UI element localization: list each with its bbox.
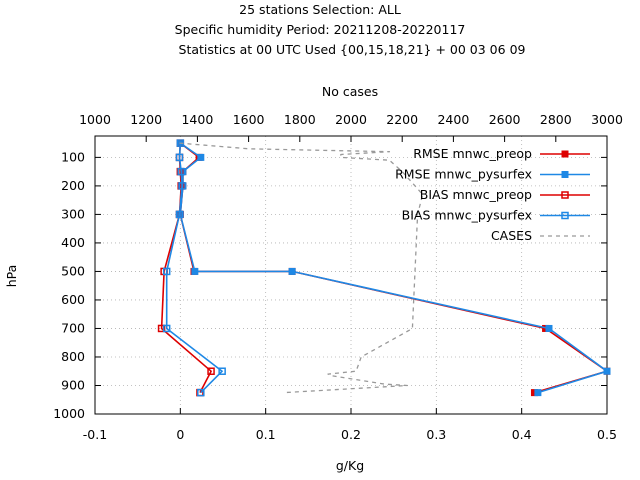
legend: RMSE mnwc_preop RMSE mnwc_pysurfex BIAS mn…	[395, 146, 590, 243]
data-point	[157, 324, 166, 333]
data-point	[175, 210, 184, 219]
y-tick-label: 200	[61, 178, 85, 193]
x2-tick-label: 2400	[437, 112, 469, 127]
axes: -0.1 0 0.1 0.2 0.3 0.4 0.5 1000 1200 1400 1600 1800…	[53, 112, 623, 442]
chart-title: 25 stations Selection: ALL Specific humi…	[175, 2, 526, 57]
x-tick-label: 0.5	[597, 427, 617, 442]
x2-tick-label: 2600	[489, 112, 521, 127]
data-point	[561, 191, 569, 199]
x-tick-label: 0.4	[512, 427, 532, 442]
x2-tick-label: 2800	[540, 112, 572, 127]
y-tick-label: 300	[61, 206, 85, 221]
x2-tick-label: 3000	[591, 112, 623, 127]
data-point	[603, 367, 611, 375]
series-cases	[179, 142, 424, 394]
x-tick-label: 0.3	[426, 427, 446, 442]
data-point	[561, 211, 569, 220]
data-point	[175, 153, 184, 162]
data-point	[162, 267, 171, 276]
y-tick-label: 1000	[53, 406, 85, 421]
data-point	[218, 367, 226, 375]
x-axis-label: g/Kg	[336, 458, 364, 473]
series-line	[179, 142, 424, 394]
y-tick-label: 600	[61, 292, 85, 307]
legend-label: BIAS mnwc_pysurfex	[402, 208, 532, 223]
data-point	[177, 167, 185, 176]
y-tick-label: 100	[61, 149, 85, 164]
y-tick-label: 700	[61, 320, 85, 335]
data-point	[545, 324, 553, 332]
title-line-3: Statistics at 00 UTC Used {00,15,18,21} …	[179, 42, 526, 57]
series-rmse-mnwc-pysurfex	[176, 139, 611, 397]
x2-tick-label: 1000	[79, 112, 111, 127]
data-point	[178, 182, 186, 190]
data-point	[162, 324, 171, 333]
plot-area	[157, 139, 611, 397]
x-tick-label: 0.1	[256, 427, 276, 442]
data-point	[561, 150, 569, 158]
x2-tick-label: 2200	[386, 112, 418, 127]
y-tick-label: 800	[61, 349, 85, 364]
series-line	[179, 142, 608, 394]
grid	[95, 136, 607, 414]
y-tick-label: 500	[61, 263, 85, 278]
data-point	[207, 367, 215, 375]
y-tick-label: 400	[61, 235, 85, 250]
data-point	[534, 389, 542, 397]
legend-label: RMSE mnwc_pysurfex	[395, 167, 532, 182]
x2-tick-label: 1800	[284, 112, 316, 127]
y-tick-label: 900	[61, 377, 85, 392]
data-point	[197, 153, 205, 161]
data-point	[191, 267, 199, 275]
legend-label: CASES	[491, 228, 532, 243]
x-tick-label: 0	[176, 427, 184, 442]
x2-tick-label: 2000	[335, 112, 367, 127]
x2-axis-label: No cases	[322, 84, 378, 99]
x2-tick-label: 1400	[181, 112, 213, 127]
x2-tick-label: 1600	[233, 112, 265, 127]
series-bias-mnwc-pysurfex	[162, 139, 226, 397]
series-line	[165, 143, 223, 394]
series-rmse-mnwc-preop	[176, 139, 611, 397]
x2-tick-label: 1200	[130, 112, 162, 127]
data-point	[561, 171, 569, 178]
series-line	[179, 142, 608, 394]
x-tick-label: -0.1	[83, 427, 107, 442]
legend-label: BIAS mnwc_preop	[420, 187, 532, 202]
title-line-2: Specific humidity Period: 20211208-20220…	[175, 22, 466, 37]
legend-label: RMSE mnwc_preop	[413, 146, 532, 161]
x-tick-label: 0.2	[341, 427, 361, 442]
data-point	[288, 267, 296, 275]
data-point	[197, 388, 205, 397]
title-line-1: 25 stations Selection: ALL	[239, 2, 401, 17]
y-axis-label: hPa	[4, 265, 19, 288]
